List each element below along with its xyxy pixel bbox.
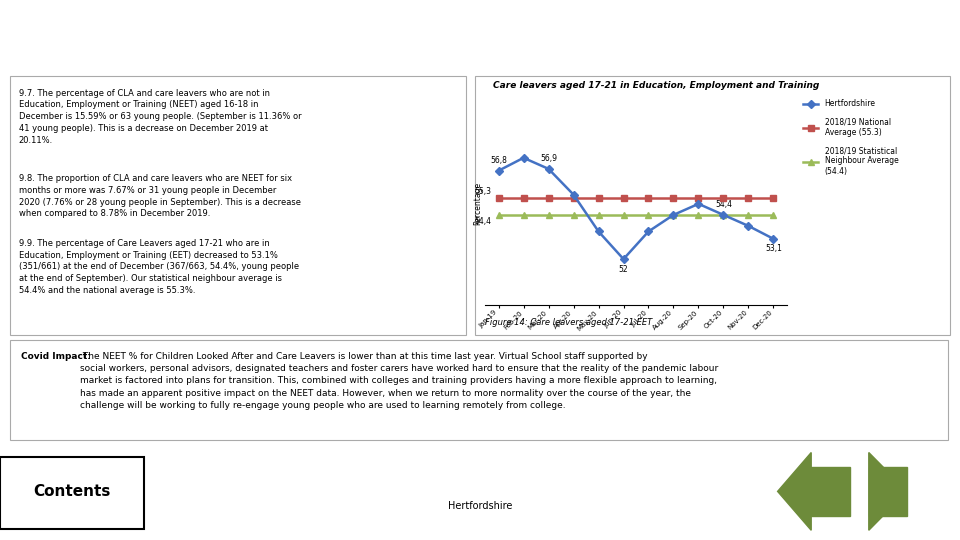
Text: 55,3: 55,3	[474, 187, 492, 197]
Polygon shape	[778, 453, 811, 530]
Text: Be Ambitious: Be Ambitious	[840, 26, 949, 41]
Text: 9.9. The percentage of Care Leavers aged 17-21 who are in
Education, Employment : 9.9. The percentage of Care Leavers aged…	[19, 239, 299, 295]
Legend: Hertfordshire, 2018/19 National
Average (55.3), 2018/19 Statistical
Neighbour Av: Hertfordshire, 2018/19 National Average …	[800, 96, 901, 179]
Text: (EET): (EET)	[642, 107, 669, 116]
FancyBboxPatch shape	[10, 340, 948, 440]
Text: Care leavers aged 17-21 in Education, Employment and Training: Care leavers aged 17-21 in Education, Em…	[492, 81, 819, 90]
Text: 9.7. The percentage of CLA and care leavers who are not in
Education, Employment: 9.7. The percentage of CLA and care leav…	[19, 89, 301, 145]
Text: Covid Impact:: Covid Impact:	[21, 352, 91, 361]
Text: 54,4: 54,4	[715, 200, 732, 210]
FancyBboxPatch shape	[0, 457, 144, 529]
Text: Figure 14: Care leavers aged 17-21 EET: Figure 14: Care leavers aged 17-21 EET	[485, 318, 652, 327]
Text: 56,9: 56,9	[540, 154, 557, 163]
Bar	[811, 467, 850, 516]
Y-axis label: Percentage: Percentage	[473, 183, 482, 225]
Polygon shape	[869, 453, 907, 530]
FancyBboxPatch shape	[475, 76, 950, 335]
Text: Contents: Contents	[34, 484, 110, 499]
Text: 9. Children Looked After (CLA) not in Education, Employment or Training: 9. Children Looked After (CLA) not in Ed…	[10, 26, 631, 41]
Text: 54,4: 54,4	[474, 217, 492, 226]
Text: Hertfordshire: Hertfordshire	[447, 501, 513, 511]
Bar	[869, 467, 907, 516]
Text: 9.8. The proportion of CLA and care leavers who are NEET for six
months or more : 9.8. The proportion of CLA and care leav…	[19, 174, 300, 219]
Text: The NEET % for Children Looked After and Care Leavers is lower than at this time: The NEET % for Children Looked After and…	[80, 352, 718, 410]
Text: 56,8: 56,8	[491, 156, 507, 165]
FancyBboxPatch shape	[10, 76, 466, 335]
Text: 52: 52	[618, 265, 628, 274]
Text: 53,1: 53,1	[765, 245, 781, 253]
